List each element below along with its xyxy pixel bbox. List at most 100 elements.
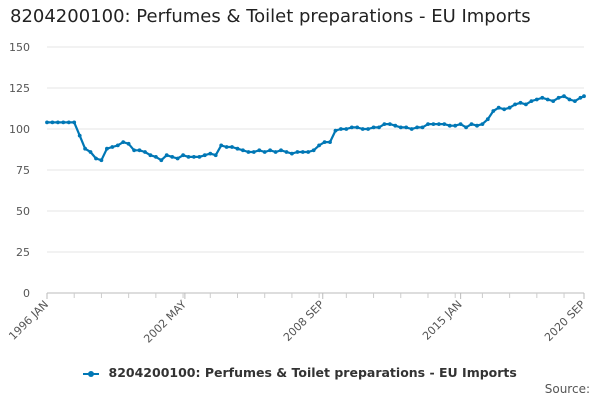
data-point[interactable] bbox=[219, 143, 224, 148]
data-point[interactable] bbox=[317, 143, 321, 148]
data-point[interactable] bbox=[235, 146, 240, 151]
data-point[interactable] bbox=[213, 153, 218, 158]
data-point[interactable] bbox=[502, 107, 507, 112]
data-point[interactable] bbox=[491, 109, 496, 113]
data-point[interactable] bbox=[94, 156, 98, 161]
data-point[interactable] bbox=[257, 148, 262, 153]
data-point[interactable] bbox=[132, 148, 137, 153]
data-point[interactable] bbox=[344, 127, 349, 131]
data-point[interactable] bbox=[578, 95, 583, 100]
data-point[interactable] bbox=[137, 148, 142, 153]
data-point[interactable] bbox=[99, 158, 104, 163]
data-point[interactable] bbox=[159, 158, 164, 163]
data-point[interactable] bbox=[562, 94, 566, 99]
data-point[interactable] bbox=[415, 125, 419, 130]
series-line-0[interactable] bbox=[45, 95, 586, 162]
data-point[interactable] bbox=[404, 125, 409, 130]
data-point[interactable] bbox=[181, 153, 186, 158]
data-point[interactable] bbox=[88, 150, 93, 154]
data-point[interactable] bbox=[529, 99, 534, 103]
data-point[interactable] bbox=[485, 117, 490, 122]
data-point[interactable] bbox=[77, 133, 82, 138]
data-point[interactable] bbox=[143, 150, 147, 154]
data-point[interactable] bbox=[224, 145, 229, 149]
data-point[interactable] bbox=[170, 155, 175, 159]
data-point[interactable] bbox=[496, 105, 501, 110]
data-point[interactable] bbox=[431, 122, 436, 126]
data-point[interactable] bbox=[507, 105, 512, 110]
data-point[interactable] bbox=[56, 120, 60, 125]
data-point[interactable] bbox=[453, 123, 458, 128]
data-point[interactable] bbox=[551, 99, 556, 103]
data-point[interactable] bbox=[197, 155, 202, 159]
data-point[interactable] bbox=[333, 128, 338, 133]
data-point[interactable] bbox=[377, 125, 381, 130]
data-point[interactable] bbox=[110, 145, 115, 149]
data-point[interactable] bbox=[279, 148, 283, 153]
data-point[interactable] bbox=[518, 100, 523, 105]
data-point[interactable] bbox=[469, 122, 474, 126]
data-point[interactable] bbox=[409, 127, 414, 131]
data-point[interactable] bbox=[393, 123, 398, 128]
data-point[interactable] bbox=[246, 150, 251, 154]
data-point[interactable] bbox=[513, 102, 517, 107]
data-point[interactable] bbox=[582, 94, 586, 99]
data-point[interactable] bbox=[567, 97, 572, 102]
data-point[interactable] bbox=[105, 146, 109, 151]
data-point[interactable] bbox=[66, 120, 71, 125]
data-point[interactable] bbox=[186, 155, 191, 159]
data-point[interactable] bbox=[268, 148, 272, 153]
data-point[interactable] bbox=[366, 127, 370, 131]
data-point[interactable] bbox=[311, 148, 316, 153]
data-point[interactable] bbox=[556, 95, 561, 100]
data-point[interactable] bbox=[290, 151, 294, 156]
data-point[interactable] bbox=[164, 153, 169, 158]
data-point[interactable] bbox=[447, 123, 452, 128]
data-point[interactable] bbox=[573, 99, 577, 103]
data-point[interactable] bbox=[382, 122, 387, 126]
data-point[interactable] bbox=[262, 150, 267, 154]
legend[interactable]: 8204200100: Perfumes & Toilet preparatio… bbox=[0, 365, 600, 380]
data-point[interactable] bbox=[208, 151, 213, 156]
data-point[interactable] bbox=[371, 125, 376, 130]
data-point[interactable] bbox=[437, 122, 441, 126]
data-point[interactable] bbox=[115, 143, 120, 148]
data-point[interactable] bbox=[524, 102, 528, 107]
data-point[interactable] bbox=[349, 125, 354, 130]
data-point[interactable] bbox=[251, 150, 256, 154]
data-point[interactable] bbox=[388, 122, 392, 126]
data-point[interactable] bbox=[284, 150, 289, 154]
data-point[interactable] bbox=[442, 122, 447, 126]
data-point[interactable] bbox=[192, 155, 196, 159]
data-point[interactable] bbox=[126, 141, 131, 146]
data-point[interactable] bbox=[45, 120, 49, 125]
data-point[interactable] bbox=[295, 150, 300, 154]
data-point[interactable] bbox=[202, 153, 207, 158]
data-point[interactable] bbox=[420, 125, 425, 130]
data-point[interactable] bbox=[398, 125, 403, 130]
data-point[interactable] bbox=[339, 127, 343, 131]
data-point[interactable] bbox=[534, 97, 539, 102]
data-point[interactable] bbox=[306, 150, 311, 154]
data-point[interactable] bbox=[328, 140, 332, 145]
data-point[interactable] bbox=[464, 125, 468, 130]
data-point[interactable] bbox=[148, 153, 153, 158]
data-point[interactable] bbox=[72, 120, 77, 125]
data-point[interactable] bbox=[175, 156, 180, 161]
data-point[interactable] bbox=[540, 95, 545, 100]
data-point[interactable] bbox=[480, 122, 485, 126]
data-point[interactable] bbox=[50, 120, 55, 125]
data-point[interactable] bbox=[230, 145, 234, 149]
data-point[interactable] bbox=[273, 150, 278, 154]
data-point[interactable] bbox=[475, 123, 479, 128]
data-point[interactable] bbox=[545, 97, 550, 102]
data-point[interactable] bbox=[300, 150, 305, 154]
data-point[interactable] bbox=[426, 122, 430, 126]
data-point[interactable] bbox=[83, 146, 87, 151]
data-point[interactable] bbox=[360, 127, 365, 131]
data-point[interactable] bbox=[322, 140, 327, 145]
data-point[interactable] bbox=[61, 120, 66, 125]
data-point[interactable] bbox=[154, 155, 158, 159]
data-point[interactable] bbox=[355, 125, 360, 130]
data-point[interactable] bbox=[458, 122, 463, 126]
